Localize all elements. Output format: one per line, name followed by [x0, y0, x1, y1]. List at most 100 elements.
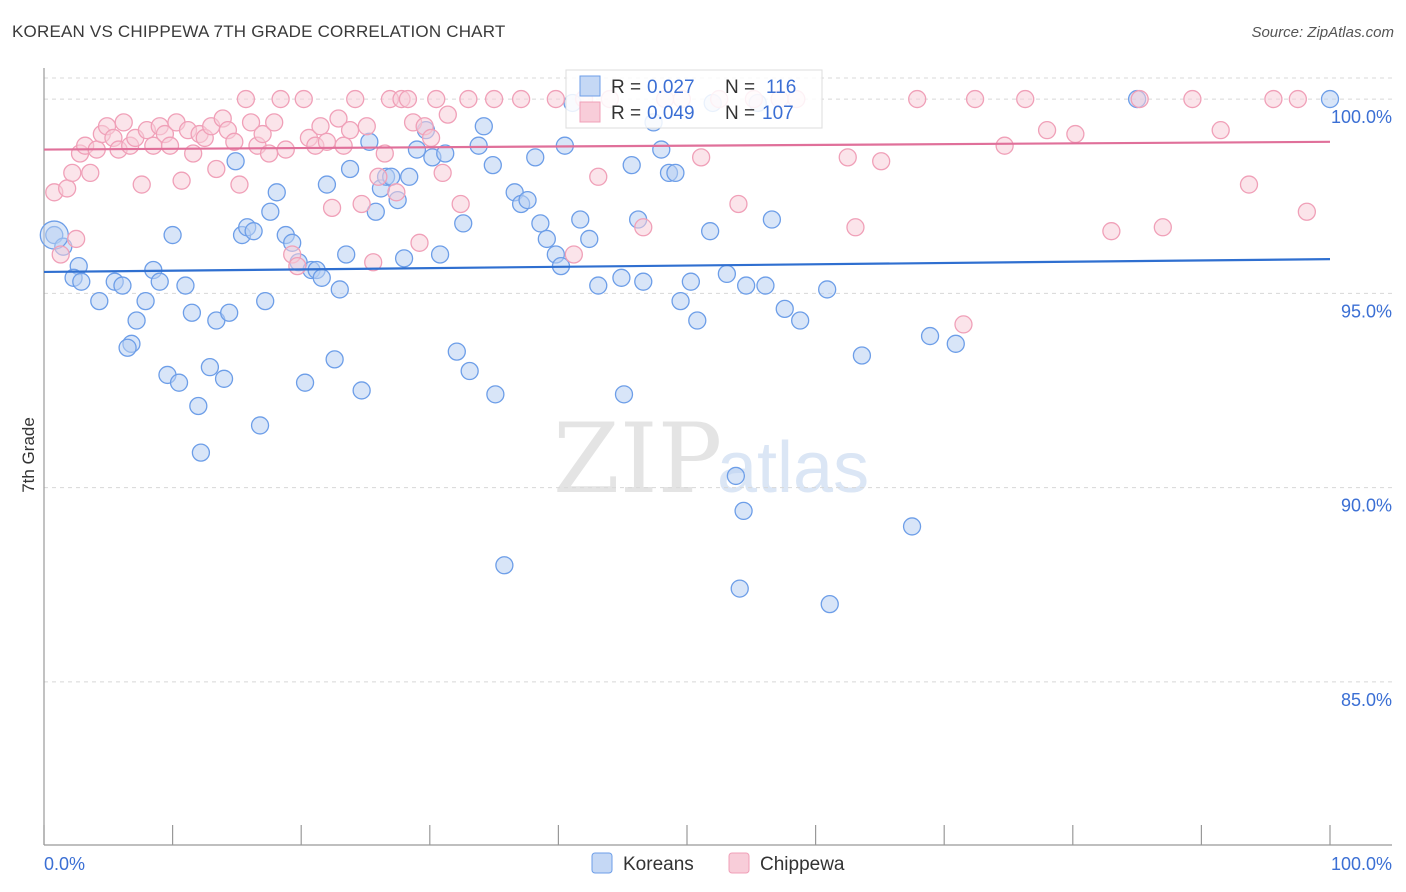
korean-point	[454, 214, 473, 233]
chippewa-point	[438, 105, 457, 124]
stats-legend: R = 0.027 N = 116 R = 0.049 N = 107	[565, 69, 823, 129]
chippewa-point	[564, 245, 583, 264]
korean-point	[622, 155, 641, 175]
chippewa-point	[589, 167, 608, 186]
korean-point	[700, 222, 720, 241]
chippewa-point	[484, 89, 504, 109]
chippewa-point	[276, 140, 295, 159]
chippewa-point	[311, 117, 330, 136]
bottom-legend-chippewa: Chippewa	[760, 854, 845, 875]
korean-point	[191, 443, 211, 462]
korean-point	[634, 272, 653, 291]
korean-point	[163, 225, 182, 245]
chippewa-point	[1239, 175, 1259, 194]
korean-point	[330, 280, 349, 299]
x-ticks	[43, 825, 1331, 845]
chippewa-point	[375, 144, 394, 163]
chippewa-point	[241, 113, 261, 132]
chippewa-point	[271, 89, 290, 109]
korean-point	[820, 594, 839, 614]
korean-point	[407, 140, 427, 159]
korean-point	[818, 280, 837, 299]
korean-point	[717, 264, 737, 284]
korean-point	[337, 245, 356, 264]
chippewa-point	[369, 167, 388, 186]
legend-chippewa-n-label: N =	[725, 103, 755, 124]
chippewa-point	[872, 152, 891, 171]
korean-point	[226, 152, 245, 171]
grid	[44, 77, 1392, 683]
korean-point	[352, 381, 371, 400]
chippewa-point	[1264, 89, 1283, 109]
y-tick-labels: 85.0% 90.0% 95.0% 100.0%	[1331, 107, 1392, 710]
bottom-legend-swatch-chippewa	[728, 852, 750, 874]
series-legend: Koreans Chippewa	[591, 852, 845, 875]
legend-korean-r-label: R =	[611, 77, 641, 98]
chippewa-point	[253, 124, 272, 144]
korean-point	[113, 276, 132, 295]
series-chippewa	[45, 89, 1317, 334]
chippewa-point	[1016, 89, 1035, 109]
chippewa-point	[352, 194, 371, 214]
chippewa-point	[1066, 124, 1085, 144]
chippewa-point	[459, 89, 478, 109]
korean-point	[261, 202, 280, 221]
korean-point-large	[39, 220, 69, 250]
korean-point	[136, 291, 155, 311]
bottom-legend-koreans: Koreans	[623, 854, 694, 875]
chippewa-point	[387, 183, 406, 202]
korean-point	[589, 276, 608, 295]
chippewa-point	[1130, 89, 1149, 109]
series-koreans	[39, 89, 1340, 614]
korean-point	[267, 183, 286, 202]
korean-point	[176, 276, 195, 295]
trendline-koreans	[43, 258, 1331, 274]
legend-chippewa-r-value: 0.049	[647, 103, 695, 124]
korean-point	[317, 175, 337, 194]
y-tick-label: 100.0%	[1331, 107, 1392, 127]
korean-point	[681, 272, 701, 291]
chippewa-point	[230, 175, 249, 194]
chippewa-point	[63, 163, 82, 183]
chart-title: KOREAN VS CHIPPEWA 7TH GRADE CORRELATION…	[12, 22, 506, 41]
chippewa-point	[1183, 89, 1202, 109]
chippewa-point	[357, 117, 376, 136]
korean-point	[244, 222, 263, 241]
korean-point	[518, 190, 537, 210]
korean-point	[791, 311, 810, 330]
chippewa-point	[1102, 222, 1121, 241]
stats-legend-box	[565, 69, 823, 129]
chippewa-point	[51, 245, 70, 264]
korean-point	[150, 272, 169, 291]
x-tick-label-min: 0.0%	[44, 854, 85, 874]
chippewa-point	[329, 109, 348, 128]
korean-point	[902, 517, 922, 536]
korean-point	[495, 556, 514, 575]
chippewa-point	[346, 89, 365, 109]
korean-point	[182, 303, 202, 322]
korean-point	[250, 416, 270, 435]
korean-point	[571, 210, 590, 229]
chippewa-point	[427, 89, 446, 109]
watermark: ZIP atlas	[553, 403, 869, 515]
chippewa-point	[1288, 89, 1307, 109]
korean-point	[394, 249, 414, 268]
y-axis-label: 7th Grade	[19, 417, 38, 493]
chippewa-point	[451, 194, 470, 214]
trendlines	[43, 140, 1331, 274]
korean-point	[400, 167, 419, 186]
chippewa-point	[433, 163, 452, 183]
chippewa-point	[132, 175, 151, 194]
legend-swatch-korean	[579, 75, 601, 97]
chippewa-point	[421, 128, 441, 148]
chippewa-point	[288, 256, 307, 276]
korean-point	[666, 163, 685, 183]
korean-point	[762, 210, 782, 229]
chippewa-point	[995, 136, 1014, 155]
korean-point	[1320, 89, 1340, 109]
bottom-legend-swatch-koreans	[591, 852, 613, 874]
chippewa-point	[81, 163, 100, 183]
y-tick-label: 95.0%	[1341, 301, 1392, 321]
korean-point	[312, 268, 331, 287]
